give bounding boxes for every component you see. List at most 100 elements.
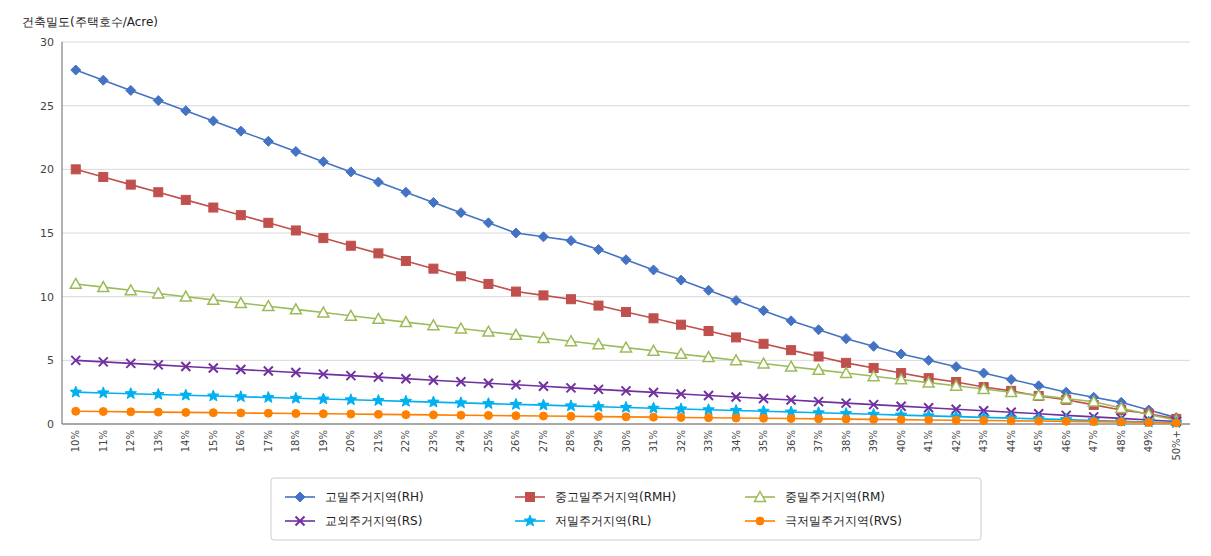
- point: [429, 376, 438, 385]
- x-tick-label: 21%: [373, 430, 384, 452]
- point: [236, 126, 246, 136]
- point: [512, 412, 520, 420]
- legend-label: 극저밀주거지역(RVS): [785, 514, 902, 528]
- point: [99, 408, 107, 416]
- x-tick-label: 43%: [978, 430, 989, 452]
- point: [402, 411, 410, 419]
- grid-line: [62, 233, 1190, 234]
- point: [842, 415, 850, 423]
- point: [565, 336, 576, 346]
- x-tick-label: 50%+: [1171, 430, 1182, 461]
- x-tick-label: 26%: [510, 430, 521, 452]
- point: [677, 320, 686, 329]
- point: [1062, 417, 1070, 425]
- series: [71, 65, 1181, 423]
- legend-frame: [271, 478, 981, 540]
- point: [71, 165, 80, 174]
- point: [291, 226, 300, 235]
- point: [373, 395, 384, 406]
- point: [319, 234, 328, 243]
- point: [1088, 396, 1099, 406]
- x-axis-line: [62, 424, 1190, 425]
- x-tick-label: 48%: [1116, 430, 1127, 452]
- point: [125, 388, 136, 399]
- point: [1117, 418, 1125, 426]
- x-tick-label: 47%: [1088, 430, 1099, 452]
- point: [346, 167, 356, 177]
- point: [1090, 418, 1098, 426]
- point: [208, 116, 218, 126]
- grid-line: [62, 360, 1190, 361]
- point: [731, 355, 742, 365]
- point: [539, 412, 547, 420]
- point: [980, 417, 988, 425]
- x-tick-label: 16%: [235, 430, 246, 452]
- x-tick-label: 23%: [428, 430, 439, 452]
- point: [869, 341, 879, 351]
- point: [292, 410, 300, 418]
- point: [235, 391, 246, 402]
- x-tick-label: 46%: [1061, 430, 1072, 452]
- point: [648, 345, 659, 355]
- x-tick-label: 38%: [841, 430, 852, 452]
- series-line: [76, 169, 1176, 419]
- point: [622, 386, 631, 395]
- point: [979, 368, 989, 378]
- grid-line: [62, 296, 1190, 297]
- point: [704, 327, 713, 336]
- point: [593, 245, 603, 255]
- point: [237, 409, 245, 417]
- x-tick-label: 49%: [1143, 430, 1154, 452]
- y-axis-line: [62, 42, 63, 424]
- x-tick-label: 25%: [483, 430, 494, 452]
- point: [648, 402, 659, 413]
- x-tick-label: 32%: [676, 430, 687, 452]
- point: [209, 363, 218, 372]
- point: [98, 282, 109, 292]
- legend-marker: [755, 492, 766, 502]
- legend: 고밀주거지역(RH)중고밀주거지역(RMH)중밀주거지역(RM)교외주거지역(R…: [271, 478, 981, 540]
- point: [455, 397, 466, 408]
- point: [456, 272, 465, 281]
- x-tick-label: 13%: [153, 430, 164, 452]
- point: [538, 333, 549, 343]
- point: [870, 415, 878, 423]
- point: [622, 307, 631, 316]
- point: [814, 352, 823, 361]
- point: [401, 187, 411, 197]
- x-tick-label: 42%: [951, 430, 962, 452]
- point: [456, 208, 466, 218]
- point: [72, 407, 80, 415]
- point: [1006, 387, 1017, 397]
- point: [952, 416, 960, 424]
- point: [787, 346, 796, 355]
- point: [319, 410, 327, 418]
- x-tick-label: 31%: [648, 430, 659, 452]
- point: [264, 367, 273, 376]
- point: [1143, 416, 1154, 427]
- y-tick-label: 30: [40, 36, 54, 49]
- point: [374, 373, 383, 382]
- point: [290, 304, 301, 314]
- grid-line: [62, 105, 1190, 106]
- legend-marker: [756, 517, 764, 525]
- point: [815, 415, 823, 423]
- point: [758, 358, 769, 368]
- point: [263, 392, 274, 403]
- point: [565, 400, 576, 411]
- x-tick-label: 39%: [868, 430, 879, 452]
- point: [291, 147, 301, 157]
- point: [126, 359, 135, 368]
- point: [539, 291, 548, 300]
- point: [786, 316, 796, 326]
- point: [566, 236, 576, 246]
- point: [510, 329, 521, 339]
- point: [235, 298, 246, 308]
- point: [538, 232, 548, 242]
- series: [72, 407, 1180, 427]
- point: [483, 218, 493, 228]
- point: [345, 310, 356, 320]
- x-tick-label: 14%: [180, 430, 191, 452]
- x-tick-label: 45%: [1033, 430, 1044, 452]
- point: [126, 85, 136, 95]
